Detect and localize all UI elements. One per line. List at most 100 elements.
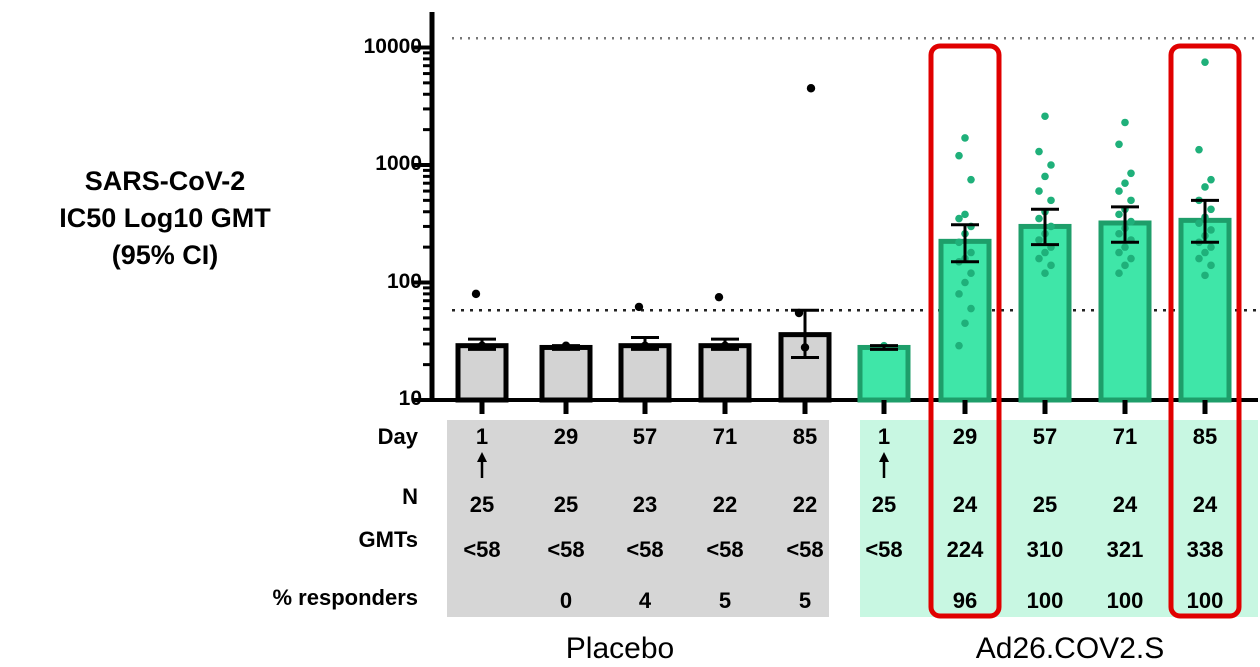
y-tick-label: 10000	[363, 34, 422, 58]
bar	[1098, 220, 1152, 403]
data-point	[1207, 205, 1215, 214]
bar	[857, 344, 911, 403]
data-point	[1047, 161, 1055, 169]
gmt-value: <58	[786, 537, 824, 562]
responders-value: 4	[638, 588, 652, 613]
group-label-placebo: Placebo	[565, 632, 675, 665]
data-point	[806, 84, 816, 93]
n-value: 25	[469, 492, 495, 517]
data-point	[1115, 229, 1123, 238]
day-value: 71	[712, 424, 738, 449]
day-value: 57	[632, 424, 658, 449]
data-point	[634, 302, 644, 312]
data-point	[955, 290, 963, 298]
responders-value: 96	[952, 588, 978, 613]
data-point	[1121, 118, 1129, 127]
day-value: 1	[877, 424, 891, 449]
data-point	[1207, 226, 1215, 234]
gmt-value: <58	[547, 537, 585, 562]
data-point	[961, 134, 969, 142]
row-label-day: Day	[377, 424, 418, 449]
n-value: 22	[712, 492, 738, 517]
day-value: 29	[952, 424, 978, 449]
responders-value: 5	[798, 588, 812, 613]
data-point	[955, 151, 963, 160]
data-point	[1127, 196, 1135, 205]
y-axis-label-line-1: SARS-CoV-2	[84, 166, 246, 196]
y-axis-label: SARS-CoV-2 IC50 Log10 GMT (95% CI)	[0, 163, 330, 274]
data-point	[961, 210, 969, 219]
data-point	[1115, 248, 1123, 257]
data-point	[1035, 147, 1043, 156]
data-point	[1041, 269, 1049, 277]
row-label-n: N	[402, 484, 418, 509]
y-tick-label: 100	[386, 269, 422, 293]
data-point	[967, 269, 975, 277]
data-point	[1115, 269, 1123, 277]
day-value: 29	[553, 424, 579, 449]
gmt-value: <58	[706, 537, 744, 562]
data-point	[967, 304, 975, 313]
data-point	[1121, 179, 1129, 188]
bar	[1178, 217, 1232, 403]
bar	[539, 344, 593, 403]
data-point	[1195, 219, 1203, 227]
data-point	[1201, 183, 1209, 191]
responders-value: 5	[718, 588, 732, 613]
n-value: 22	[792, 492, 818, 517]
day-value: 57	[1032, 424, 1058, 449]
data-point	[1195, 254, 1203, 263]
y-axis-label-line-3: (95% CI)	[111, 240, 219, 270]
y-axis-label-line-2: IC50 Log10 GMT	[59, 203, 271, 233]
data-point	[1035, 214, 1043, 223]
data-point	[1041, 112, 1049, 121]
data-point	[471, 289, 481, 299]
data-point	[967, 175, 975, 184]
day-value: 85	[1192, 424, 1218, 449]
data-point	[1127, 217, 1135, 226]
baseline-arrow-head	[477, 452, 487, 462]
y-tick-label: 1000	[375, 152, 422, 175]
placebo-table-background	[447, 420, 829, 617]
data-point	[1127, 169, 1135, 178]
responders-value: 100	[1106, 588, 1144, 613]
gmt-value: <58	[463, 537, 501, 562]
bar	[618, 343, 672, 403]
gmt-value: 310	[1026, 537, 1064, 562]
data-point	[1047, 261, 1055, 270]
row-label-responders: % responders	[272, 585, 419, 610]
data-point	[1201, 248, 1209, 257]
data-point	[955, 341, 963, 350]
gmt-value: 321	[1106, 537, 1144, 562]
data-point	[1207, 175, 1215, 184]
data-point	[1035, 236, 1043, 244]
data-point	[1047, 196, 1055, 205]
data-point	[1207, 243, 1215, 251]
n-value: 25	[871, 492, 897, 517]
data-point	[1115, 187, 1123, 195]
n-value: 25	[1032, 492, 1058, 517]
data-point	[1121, 243, 1129, 251]
data-point	[1047, 222, 1055, 231]
data-point	[1035, 254, 1043, 263]
data-point	[967, 248, 975, 257]
data-point	[1201, 58, 1209, 66]
day-value: 85	[792, 424, 818, 449]
n-value: 24	[1112, 492, 1138, 517]
row-label-gmts: GMTs	[358, 527, 418, 552]
bar	[698, 343, 752, 403]
highlight-box	[928, 43, 1002, 619]
day-value: 1	[475, 424, 489, 449]
data-point	[1035, 187, 1043, 195]
data-point	[955, 238, 963, 247]
n-value: 25	[553, 492, 579, 517]
day-value: 71	[1112, 424, 1138, 449]
data-point	[1207, 261, 1215, 270]
data-point	[955, 214, 963, 223]
gmt-value: <58	[626, 537, 664, 562]
data-point	[1041, 172, 1049, 181]
n-value: 23	[632, 492, 658, 517]
data-point	[1115, 140, 1123, 149]
data-point	[1195, 145, 1203, 154]
